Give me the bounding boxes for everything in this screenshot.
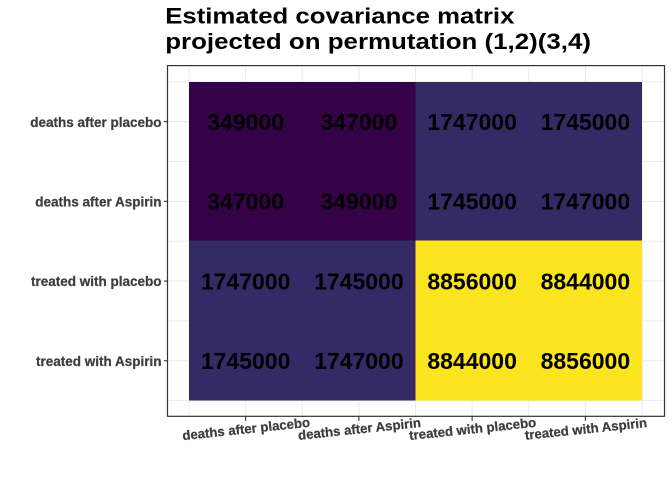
svg-text:treated with placebo: treated with placebo bbox=[31, 274, 162, 289]
svg-text:8856000: 8856000 bbox=[427, 268, 517, 294]
svg-text:1747000: 1747000 bbox=[541, 189, 631, 215]
svg-text:1745000: 1745000 bbox=[314, 268, 404, 294]
svg-text:1747000: 1747000 bbox=[201, 268, 291, 294]
svg-text:1747000: 1747000 bbox=[427, 109, 517, 135]
svg-text:deaths after placebo: deaths after placebo bbox=[30, 115, 161, 130]
svg-text:8844000: 8844000 bbox=[541, 268, 631, 294]
svg-text:1747000: 1747000 bbox=[314, 348, 404, 374]
svg-text:deaths after Aspirin: deaths after Aspirin bbox=[35, 194, 161, 209]
svg-text:treated with Aspirin: treated with Aspirin bbox=[36, 354, 162, 369]
svg-text:1745000: 1745000 bbox=[541, 109, 631, 135]
svg-text:projected on permutation (1,2): projected on permutation (1,2)(3,4) bbox=[165, 29, 591, 54]
svg-text:8856000: 8856000 bbox=[541, 348, 631, 374]
svg-text:Estimated covariance matrix: Estimated covariance matrix bbox=[165, 4, 515, 29]
svg-text:347000: 347000 bbox=[207, 189, 284, 215]
svg-text:347000: 347000 bbox=[321, 109, 398, 135]
svg-text:349000: 349000 bbox=[321, 189, 398, 215]
svg-text:8844000: 8844000 bbox=[427, 348, 517, 374]
svg-text:1745000: 1745000 bbox=[427, 189, 517, 215]
svg-text:349000: 349000 bbox=[207, 109, 284, 135]
svg-text:1745000: 1745000 bbox=[201, 348, 291, 374]
